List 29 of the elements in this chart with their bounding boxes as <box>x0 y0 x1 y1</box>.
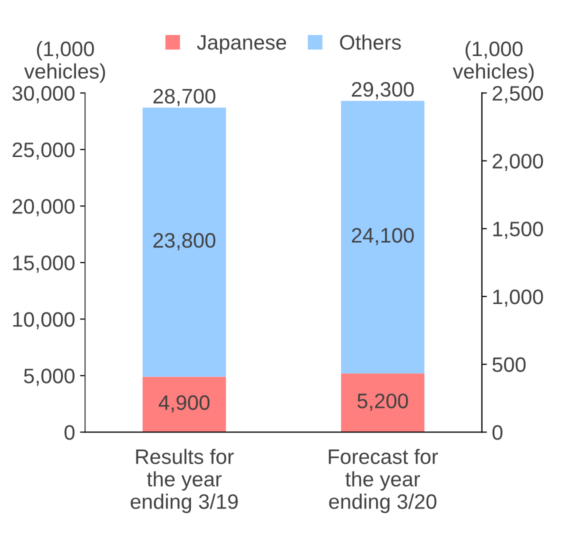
x-tick-label: Forecast for the year ending 3/20 <box>328 448 438 514</box>
y2-axis-title: (1,000 vehicles) <box>452 40 534 83</box>
y2-tick-label: 0 <box>492 425 502 440</box>
y-tick-label: 20,000 <box>12 199 75 216</box>
legend-label: Japanese <box>196 35 286 54</box>
y-axis-title: (1,000 vehicles) <box>24 40 106 83</box>
data-label: 24,100 <box>352 228 414 246</box>
data-label: 4,900 <box>158 395 210 412</box>
bar <box>142 108 226 377</box>
y2-tick-label: 2,500 <box>492 86 543 104</box>
data-label: 5,200 <box>357 394 408 411</box>
y-tick-label: 10,000 <box>13 312 75 330</box>
bar <box>341 373 424 432</box>
y2-tick-label: 2,000 <box>492 154 543 172</box>
data-label: 23,800 <box>153 233 216 250</box>
y2-tick-label: 1,000 <box>493 289 543 307</box>
y-tick-label: 25,000 <box>12 142 75 160</box>
y-tick-label: 0 <box>64 425 75 440</box>
x-tick-label: Results for the year ending 3/19 <box>130 448 238 514</box>
y-tick-label: 15,000 <box>13 256 75 273</box>
total-label: 29,300 <box>352 82 414 100</box>
bar <box>142 376 226 432</box>
legend-label: Others <box>340 34 401 50</box>
total-label: 28,700 <box>153 88 216 106</box>
y-tick-label: 5,000 <box>24 368 75 386</box>
y2-tick-label: 500 <box>492 357 526 372</box>
y-tick-label: 30,000 <box>12 86 75 104</box>
y2-tick-label: 1,500 <box>493 222 543 239</box>
bar <box>341 100 424 374</box>
